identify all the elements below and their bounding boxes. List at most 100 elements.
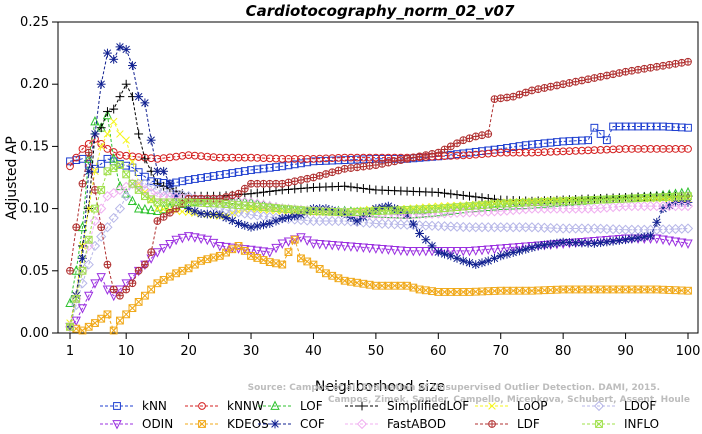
data-point: [421, 286, 430, 295]
data-point: [164, 187, 175, 198]
data-point: [221, 193, 231, 204]
data-point: [102, 285, 113, 295]
data-point: [627, 285, 636, 294]
data-point: [540, 148, 549, 157]
x-tick-label: 40: [305, 344, 322, 359]
data-point: [652, 217, 662, 227]
data-point: [277, 239, 287, 249]
data-point: [153, 279, 162, 288]
data-point: [665, 193, 674, 201]
legend-item-fastabod: FastABOD: [345, 417, 446, 431]
data-point: [634, 65, 642, 74]
data-point: [496, 94, 505, 103]
data-point: [314, 240, 325, 250]
data-point: [670, 237, 681, 247]
data-point: [339, 242, 350, 252]
legend-item-lof: LOF: [258, 399, 323, 413]
data-point: [428, 149, 436, 158]
data-point: [165, 239, 175, 250]
data-point: [271, 186, 281, 196]
data-point: [295, 214, 307, 226]
data-point: [459, 151, 468, 160]
data-point: [428, 287, 436, 296]
data-point: [353, 278, 362, 287]
data-point: [83, 259, 94, 270]
data-point: [503, 148, 511, 157]
data-point: [590, 195, 599, 204]
data-point: [571, 136, 580, 145]
data-point: [222, 193, 230, 201]
data-point: [128, 163, 137, 172]
data-point: [496, 144, 505, 153]
data-point: [290, 177, 299, 186]
data-point: [590, 146, 599, 155]
data-point: [71, 316, 81, 327]
data-point: [78, 266, 87, 275]
data-point: [671, 123, 680, 132]
data-point: [259, 164, 268, 173]
data-point: [284, 154, 293, 163]
data-point: [677, 238, 687, 248]
data-point: [665, 60, 674, 69]
data-point: [121, 279, 131, 289]
data-point: [265, 203, 274, 212]
data-point: [83, 240, 94, 252]
data-point: [140, 98, 150, 108]
data-point: [334, 208, 343, 216]
data-point: [615, 69, 624, 77]
data-point: [658, 235, 668, 245]
data-point: [128, 61, 137, 70]
data-point: [640, 122, 649, 131]
data-point: [615, 122, 624, 131]
data-point: [84, 322, 93, 331]
data-point: [583, 237, 593, 247]
data-point: [409, 205, 418, 214]
data-point: [389, 246, 400, 256]
legend: kNN kNNW LOF SimplifiedLOF LoOP LDOF ODIN KDEOS…: [100, 399, 659, 431]
data-point: [240, 167, 249, 175]
data-point: [122, 170, 131, 179]
data-point: [146, 204, 156, 215]
data-point: [384, 206, 393, 215]
data-point: [540, 197, 549, 206]
data-point: [202, 209, 212, 219]
data-point: [565, 79, 574, 87]
data-point: [302, 236, 312, 246]
data-point: [159, 198, 168, 207]
x-tick-label: 70: [492, 344, 509, 359]
data-point: [203, 255, 212, 264]
data-point: [334, 153, 343, 162]
data-point: [440, 188, 449, 198]
data-point: [152, 248, 163, 258]
data-point: [146, 187, 157, 199]
legend-label: FastABOD: [387, 417, 446, 431]
data-point: [347, 153, 355, 162]
data-point: [627, 144, 636, 153]
legend-marker: [270, 400, 280, 410]
data-point: [234, 168, 243, 176]
series-ldof: [64, 178, 694, 332]
data-point: [303, 174, 312, 183]
data-point: [215, 199, 224, 208]
data-point: [571, 285, 580, 294]
series-layer: [64, 42, 694, 335]
data-point: [308, 239, 319, 249]
data-point: [66, 266, 74, 275]
data-point: [584, 75, 593, 84]
data-point: [134, 129, 144, 139]
data-point: [440, 145, 449, 154]
data-point: [240, 184, 249, 193]
data-point: [153, 198, 162, 207]
data-point: [290, 160, 299, 169]
data-point: [502, 244, 512, 254]
data-point: [109, 54, 119, 64]
data-point: [471, 246, 481, 256]
data-point: [627, 66, 636, 75]
legend-item-loop: LoOP: [475, 399, 548, 413]
legend-item-knnw: kNNW: [185, 399, 264, 413]
data-point: [84, 148, 93, 157]
data-point: [508, 243, 518, 253]
data-point: [371, 207, 380, 215]
data-point: [433, 247, 443, 257]
data-point: [596, 145, 605, 154]
